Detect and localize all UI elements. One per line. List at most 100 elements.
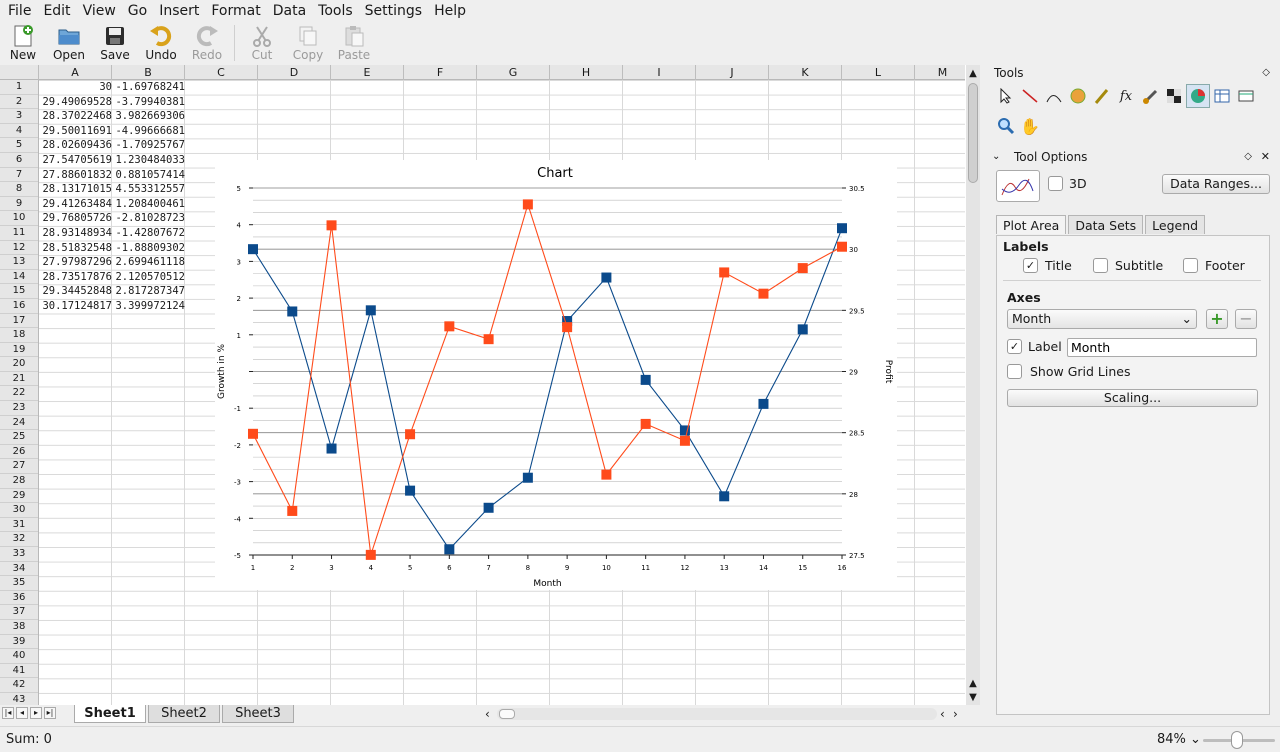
row-header-2[interactable]: 2	[0, 95, 38, 110]
cell[interactable]: 28.37022468	[42, 110, 112, 123]
select-all-corner[interactable]	[0, 65, 39, 80]
float-icon[interactable]: ◇	[1262, 67, 1270, 78]
column-header-m[interactable]: M	[915, 65, 971, 80]
row-header-21[interactable]: 21	[0, 372, 38, 387]
option-subtitle[interactable]: Subtitle	[1093, 258, 1163, 273]
menu-format[interactable]: Format	[211, 3, 261, 19]
menu-edit[interactable]: Edit	[43, 3, 71, 19]
scroll-right-arrow-icon[interactable]: ›	[953, 707, 958, 721]
cell[interactable]: 30	[99, 81, 112, 93]
copy-button[interactable]: Copy	[285, 22, 331, 64]
row-header-39[interactable]: 39	[0, 635, 38, 650]
row-header-10[interactable]: 10	[0, 211, 38, 226]
cell[interactable]: 29.41263484	[42, 197, 112, 210]
row-header-14[interactable]: 14	[0, 270, 38, 285]
row-header-11[interactable]: 11	[0, 226, 38, 241]
cut-button[interactable]: Cut	[239, 22, 285, 64]
panel-tool-icon[interactable]	[1234, 84, 1258, 108]
pattern-tool-icon[interactable]	[1066, 84, 1090, 108]
row-header-17[interactable]: 17	[0, 314, 38, 329]
cell[interactable]: 28.93148934	[42, 227, 112, 239]
checkbox-3d[interactable]	[1048, 176, 1063, 191]
cell[interactable]: 2.817287347	[115, 285, 185, 298]
cell[interactable]: 2.699461118	[115, 256, 185, 269]
close-icon[interactable]: ✕	[1260, 150, 1270, 163]
scroll-left-arrow-icon[interactable]: ‹	[485, 707, 490, 721]
cell[interactable]: 27.54705619	[42, 154, 112, 166]
cell[interactable]: -3.79940381	[115, 95, 185, 108]
row-header-42[interactable]: 42	[0, 678, 38, 693]
option-footer[interactable]: Footer	[1183, 258, 1245, 273]
row-header-28[interactable]: 28	[0, 474, 38, 489]
menu-go[interactable]: Go	[127, 3, 148, 19]
zoom-dropdown[interactable]: 84% ⌄	[1157, 732, 1201, 747]
row-header-41[interactable]: 41	[0, 664, 38, 679]
cell[interactable]: 4.553312557	[115, 183, 185, 196]
checkbox-subtitle[interactable]	[1093, 258, 1108, 273]
tab-data-sets[interactable]: Data Sets	[1068, 215, 1144, 234]
remove-axis-button[interactable]: −	[1235, 309, 1257, 329]
add-axis-button[interactable]: +	[1206, 309, 1228, 329]
pan-hand-icon[interactable]: ✋	[1020, 116, 1040, 136]
cell[interactable]: 3.982669306	[115, 110, 185, 123]
save-button[interactable]: Save	[92, 22, 138, 64]
cell[interactable]: -4.99666681	[115, 124, 185, 137]
last-sheet-icon[interactable]: ▸|	[44, 707, 56, 719]
menu-view[interactable]: View	[82, 3, 116, 19]
cell[interactable]: 28.02609436	[42, 139, 112, 152]
column-header-e[interactable]: E	[331, 65, 404, 80]
path-tool-icon[interactable]	[1042, 84, 1066, 108]
column-header-l[interactable]: L	[842, 65, 915, 80]
scroll-down-arrow-icon[interactable]: ▼	[969, 692, 977, 703]
chart-tool-icon[interactable]	[1186, 84, 1210, 108]
row-header-22[interactable]: 22	[0, 386, 38, 402]
cell[interactable]: 2.120570512	[115, 270, 185, 283]
line-tool-icon[interactable]	[1018, 84, 1042, 108]
scroll-thumb[interactable]	[499, 709, 515, 719]
checkbox-axis-label[interactable]: ✓	[1007, 339, 1022, 354]
scroll-left-arrow-icon[interactable]: ‹	[940, 707, 945, 721]
row-header-7[interactable]: 7	[0, 168, 38, 183]
checkbox-title[interactable]: ✓	[1023, 258, 1038, 273]
redo-button[interactable]: Redo	[184, 22, 230, 64]
column-header-a[interactable]: A	[39, 65, 112, 80]
next-sheet-icon[interactable]: ▸	[30, 707, 42, 719]
cell[interactable]: -2.81028723	[115, 212, 185, 225]
row-header-25[interactable]: 25	[0, 430, 38, 445]
row-header-37[interactable]: 37	[0, 605, 38, 620]
cell[interactable]: -1.70925767	[115, 139, 185, 152]
zoom-slider-handle[interactable]	[1231, 731, 1243, 749]
first-sheet-icon[interactable]: |◂	[2, 707, 14, 719]
row-header-24[interactable]: 24	[0, 416, 38, 431]
option-title[interactable]: ✓ Title	[1023, 258, 1072, 273]
menu-insert[interactable]: Insert	[159, 3, 200, 19]
cell[interactable]: 28.13171015	[42, 183, 112, 196]
cell[interactable]: -1.88809302	[115, 241, 185, 254]
row-header-34[interactable]: 34	[0, 562, 38, 577]
row-header-6[interactable]: 6	[0, 153, 38, 168]
row-header-26[interactable]: 26	[0, 445, 38, 460]
row-header-15[interactable]: 15	[0, 284, 38, 299]
row-header-40[interactable]: 40	[0, 649, 38, 664]
table-tool-icon[interactable]	[1210, 84, 1234, 108]
cell[interactable]: 1.208400461	[115, 197, 185, 210]
scroll-up-arrow-icon[interactable]: ▲	[969, 678, 977, 689]
chart-type-button[interactable]	[996, 170, 1040, 202]
column-header-k[interactable]: K	[769, 65, 842, 80]
scroll-up-arrow-icon[interactable]: ▲	[969, 68, 977, 79]
row-header-13[interactable]: 13	[0, 255, 38, 270]
row-header-23[interactable]: 23	[0, 401, 38, 416]
row-header-27[interactable]: 27	[0, 459, 38, 475]
cell[interactable]: 27.88601832	[42, 168, 112, 181]
tab-sheet3[interactable]: Sheet3	[222, 705, 294, 723]
scroll-track[interactable]	[497, 708, 937, 720]
cell[interactable]: 27.97987296	[42, 256, 112, 269]
tab-sheet2[interactable]: Sheet2	[148, 705, 220, 723]
option-axis-label[interactable]: ✓ Label	[1007, 339, 1062, 354]
column-header-g[interactable]: G	[477, 65, 550, 80]
data-ranges-button[interactable]: Data Ranges...	[1162, 174, 1270, 194]
prev-sheet-icon[interactable]: ◂	[16, 707, 28, 719]
row-header-32[interactable]: 32	[0, 532, 38, 547]
